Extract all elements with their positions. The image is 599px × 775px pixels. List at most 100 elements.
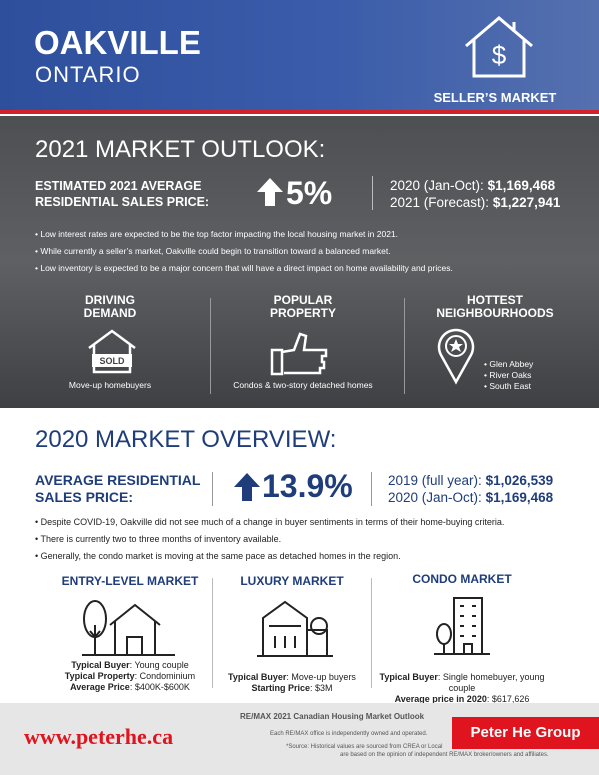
detail: Typical Buyer: Move-up buyers	[212, 672, 372, 683]
label-line: AVERAGE RESIDENTIAL	[35, 472, 201, 488]
detail: Average Price: $400K-$600K	[30, 682, 230, 693]
label-line: SALES PRICE:	[35, 489, 134, 505]
divider	[372, 176, 373, 210]
up-arrow	[257, 178, 283, 206]
neighbourhood: River Oaks	[484, 370, 533, 381]
detail-label: Typical Buyer	[228, 672, 287, 682]
outlook-change: 5%	[286, 175, 333, 211]
overview-bullets: Despite COVID-19, Oakville did not see m…	[35, 514, 505, 565]
divider	[212, 578, 213, 688]
detail: Typical Buyer: Young couple	[30, 660, 230, 671]
market-details: Typical Buyer: Single homebuyer, young c…	[372, 672, 552, 705]
website[interactable]: www.peterhe.ca	[24, 724, 174, 749]
bullet: Generally, the condo market is moving at…	[35, 548, 504, 565]
market-title: CONDO MARKET	[412, 572, 512, 586]
title-line: NEIGHBOURHOODS	[436, 306, 554, 320]
sold-text: SOLD	[99, 356, 125, 366]
period: 2019 (full year):	[388, 473, 482, 488]
title-line: DEMAND	[83, 306, 137, 320]
market-details: Typical Buyer: Move-up buyers Starting P…	[212, 672, 372, 694]
divider	[404, 298, 405, 394]
market-details: Typical Buyer: Young couple Typical Prop…	[30, 660, 230, 693]
column-title: POPULAR PROPERTY	[233, 294, 373, 320]
detail-value: : $3M	[310, 683, 333, 693]
bullet: There is currently two to three months o…	[35, 531, 504, 548]
overview-change: 13.9%	[262, 468, 353, 504]
detail: Typical Buyer: Single homebuyer, young c…	[372, 672, 552, 694]
city: OAKVILLE	[34, 24, 201, 61]
price-row: 2020 (Jan-Oct): $1,169,468	[388, 489, 553, 506]
period: 2021 (Forecast):	[390, 195, 490, 210]
detail-label: Typical Property	[64, 671, 135, 681]
market-title: LUXURY MARKET	[240, 574, 344, 588]
detail-label: Typical Buyer	[71, 660, 130, 670]
price: $1,169,468	[485, 490, 554, 505]
province: ONTARIO	[35, 62, 141, 87]
label-line: ESTIMATED 2021 AVERAGE	[35, 179, 202, 193]
divider	[210, 298, 211, 394]
title-line: DRIVING	[84, 293, 135, 307]
footer-outlook: RE/MAX 2021 Canadian Housing Market Outl…	[240, 712, 425, 721]
neighbourhood: Glen Abbey	[484, 359, 533, 370]
title-line: HOTTEST	[467, 293, 523, 307]
pin-icon	[437, 328, 475, 385]
outlook-prices: 2020 (Jan-Oct): $1,169,468 2021 (Forecas…	[390, 177, 560, 211]
bullet: Low inventory is expected to be a major …	[35, 260, 452, 277]
divider	[371, 472, 372, 506]
detail-value: : Condominium	[134, 671, 196, 681]
column-caption: Move-up homebuyers	[68, 380, 152, 390]
sold-icon	[88, 329, 136, 374]
detail-label: Starting Price	[251, 683, 310, 693]
detail-value: : Move-up buyers	[286, 672, 356, 682]
up-arrow	[234, 473, 260, 501]
period: 2020 (Jan-Oct):	[388, 490, 482, 505]
footer-source: *Source: Historical values are sourced f…	[286, 744, 443, 750]
badge: SELLER’S MARKET	[433, 90, 557, 105]
detail: Average price in 2020: $617,626	[372, 694, 552, 705]
brand-box: Peter He Group	[452, 717, 599, 749]
label-line: RESIDENTIAL SALES PRICE:	[35, 195, 210, 209]
title-line: POPULAR	[273, 293, 333, 307]
condo-icon	[434, 597, 490, 655]
outlook-label: ESTIMATED 2021 AVERAGE RESIDENTIAL SALES …	[35, 178, 209, 210]
thumb-icon	[270, 332, 328, 376]
divider	[371, 578, 372, 688]
footer-source: are based on the opinion of independent …	[340, 752, 549, 758]
price-row: 2020 (Jan-Oct): $1,169,468	[390, 177, 560, 194]
red-stripe	[0, 110, 599, 114]
neighbourhood: South East	[484, 381, 533, 392]
divider	[212, 472, 213, 506]
period: 2020 (Jan-Oct):	[390, 178, 484, 193]
detail-label: Average Price	[70, 682, 130, 692]
svg-text:$: $	[492, 40, 507, 70]
overview-prices: 2019 (full year): $1,026,539 2020 (Jan-O…	[388, 472, 553, 506]
detail: Typical Property: Condominium	[30, 671, 230, 682]
bullet: While currently a seller’s market, Oakvi…	[35, 243, 453, 260]
price-row: 2019 (full year): $1,026,539	[388, 472, 553, 489]
overview-label: AVERAGE RESIDENTIAL SALES PRICE:	[35, 472, 200, 506]
house-icon: $	[465, 16, 533, 78]
column-caption: Condos & two-story detached homes	[233, 380, 373, 390]
overview-title: 2020 MARKET OVERVIEW:	[35, 426, 337, 453]
detail: Starting Price: $3M	[212, 683, 372, 694]
house-icon	[82, 600, 175, 656]
detail-value: : Young couple	[129, 660, 189, 670]
price: $1,026,539	[485, 473, 554, 488]
outlook-bullets: Low interest rates are expected to be th…	[35, 226, 453, 277]
column-title: HOTTEST NEIGHBOURHOODS	[420, 294, 570, 320]
mansion-icon	[257, 600, 333, 657]
outlook-title: 2021 MARKET OUTLOOK:	[35, 136, 326, 163]
detail-value: : Single homebuyer, young couple	[437, 672, 545, 693]
price: $1,227,941	[492, 195, 561, 210]
detail-label: Typical Buyer	[379, 672, 438, 682]
bullet: Despite COVID-19, Oakville did not see m…	[35, 514, 505, 531]
price: $1,169,468	[487, 178, 556, 193]
bullet: Low interest rates are expected to be th…	[35, 226, 453, 243]
detail-value: : $617,626	[486, 694, 530, 704]
column-title: DRIVING DEMAND	[40, 294, 180, 320]
title-line: PROPERTY	[269, 306, 336, 320]
neighbourhoods: Glen Abbey River Oaks South East	[484, 359, 533, 392]
footer-disclaimer: Each RE/MAX office is independently owne…	[270, 731, 428, 737]
price-row: 2021 (Forecast): $1,227,941	[390, 194, 560, 211]
